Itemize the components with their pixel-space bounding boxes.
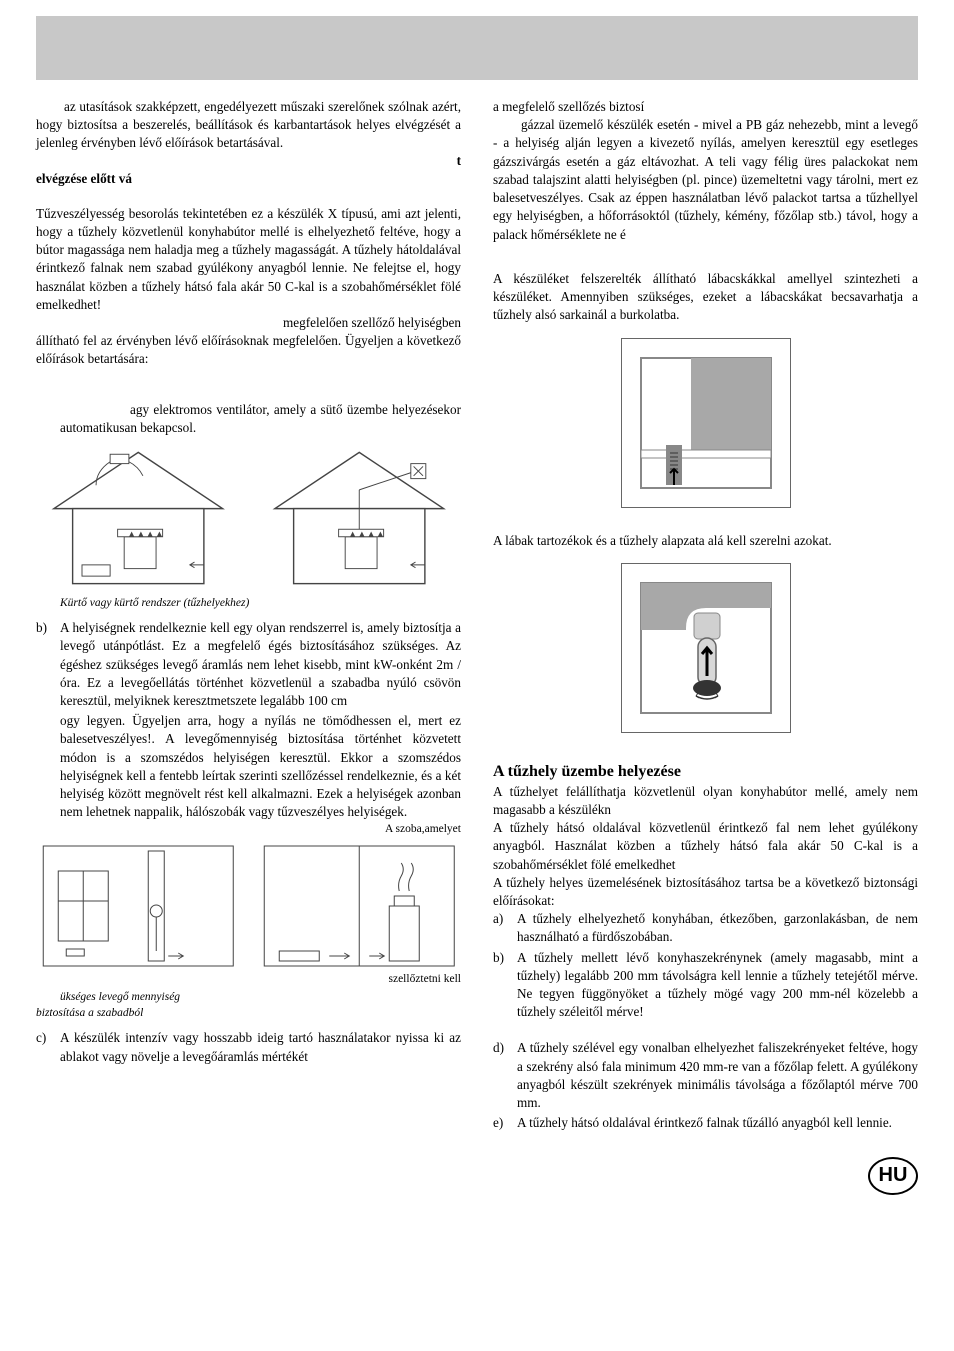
room-diagram-1 (36, 841, 241, 971)
room-diagram-2 (257, 841, 462, 971)
r-list-a: a) A tűzhely elhelyezhető konyhában, étk… (493, 910, 918, 946)
hu-badge: HU (868, 1157, 918, 1195)
rp1: a megfelelő szellőzés biztosí (493, 98, 918, 116)
room-caption-air2: biztosítása a szabadból (36, 1007, 461, 1019)
rp4: A lábak tartozékok és a tűzhely alapzata… (493, 532, 918, 550)
header-bar (36, 16, 918, 80)
fan-paragraph: agy elektromos ventilátor, amely a sütő … (36, 401, 461, 437)
list-item-b-cont: ogy legyen. Ügyeljen arra, hogy a nyílás… (36, 712, 461, 821)
content-columns: az utasítások szakképzett, engedélyezett… (0, 98, 954, 1135)
list-b-text1: A helyiségnek rendelkeznie kell egy olya… (60, 620, 461, 708)
list-b-text2: ogy legyen. Ügyeljen arra, hogy a nyílás… (60, 713, 461, 819)
rp3: A készüléket felszerelték állítható lába… (493, 270, 918, 325)
r-list-e: e) A tűzhely hátsó oldalával érintkező f… (493, 1114, 918, 1132)
r-list-a-text: A tűzhely elhelyezhető konyhában, étkező… (517, 910, 918, 946)
room-caption-air1: ükséges levegő mennyiség (36, 991, 461, 1003)
house-caption: Kürtő vagy kürtő rendszer (tűzhelyekhez) (36, 597, 461, 609)
room-caption-vent: szellőztetni kell (36, 973, 461, 985)
left-column: az utasítások szakképzett, engedélyezett… (36, 98, 461, 1135)
fire-classification-paragraph: Tűzveszélyesség besorolás tekintetében e… (36, 205, 461, 314)
rp6: A tűzhely hátsó oldalával közvetlenül ér… (493, 819, 918, 874)
house-diagram-2: ▲▲▲▲ (257, 443, 462, 593)
foot-diagram (621, 563, 791, 733)
ventilation-lead: megfelelően szellőző helyiségben (36, 314, 461, 332)
section-head-1: elvégzése előtt vá (36, 171, 461, 187)
list-item-c: c) A készülék intenzív vagy hosszabb ide… (36, 1029, 461, 1065)
r-list-e-text: A tűzhely hátsó oldalával érintkező faln… (517, 1114, 918, 1132)
r-list-d: d) A tűzhely szélével egy vonalban elhel… (493, 1039, 918, 1112)
list-item-b: b) A helyiségnek rendelkeznie kell egy o… (36, 619, 461, 710)
house-diagram-pair: ▲▲▲▲ ▲▲▲▲ (36, 443, 461, 593)
r-list-d-text: A tűzhely szélével egy vonalban elhelyez… (517, 1039, 918, 1112)
room-diagram-pair (36, 841, 461, 971)
r-list-b: b) A tűzhely mellett lévő konyhaszekrény… (493, 949, 918, 1022)
list-label-b: b) (36, 619, 60, 710)
right-column: a megfelelő szellőzés biztosí gázzal üze… (493, 98, 918, 1135)
house-diagram-1: ▲▲▲▲ (36, 443, 241, 593)
room-caption-top: A szoba,amelyet (36, 823, 461, 835)
footer-badge-area: HU (36, 1153, 918, 1195)
r-list-b-text: A tűzhely mellett lévő konyhaszekrénynek… (517, 949, 918, 1022)
section-head-install: A tűzhely üzembe helyezése (493, 763, 918, 781)
ventilation-paragraph: állítható fel az érvényben lévő előíráso… (36, 332, 461, 368)
svg-text:▲▲▲▲: ▲▲▲▲ (348, 530, 385, 540)
rp5: A tűzhelyet felállíthatja közvetlenül ol… (493, 783, 918, 819)
svg-text:▲▲▲▲: ▲▲▲▲ (127, 530, 164, 540)
rp7: A tűzhely helyes üzemelésének biztosítás… (493, 874, 918, 910)
t-letter: t (36, 153, 461, 169)
leveling-diagram (621, 338, 791, 508)
list-label-c: c) (36, 1029, 60, 1065)
rp2: gázzal üzemelő készülék esetén - mivel a… (493, 116, 918, 244)
list-c-text: A készülék intenzív vagy hosszabb ideig … (60, 1029, 461, 1065)
intro-paragraph: az utasítások szakképzett, engedélyezett… (36, 98, 461, 153)
